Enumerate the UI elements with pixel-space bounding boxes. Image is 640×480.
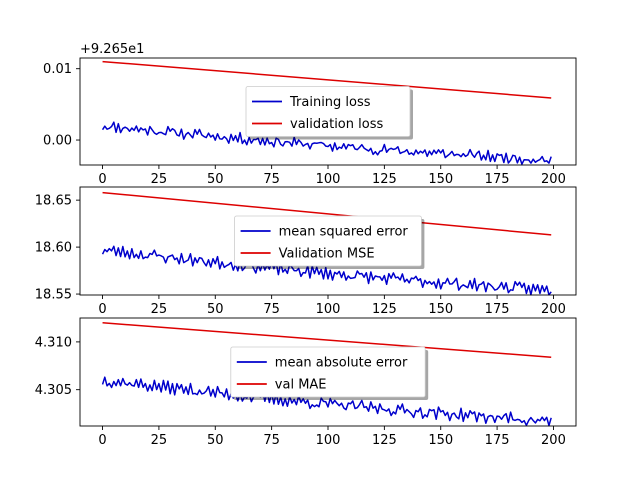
legend-label: validation loss bbox=[290, 117, 383, 132]
x-tick-label: 0 bbox=[98, 172, 106, 187]
legend-box bbox=[245, 86, 411, 137]
y-tick-label: 18.65 bbox=[35, 194, 72, 209]
x-tick-label: 75 bbox=[263, 302, 280, 317]
x-tick-label: 100 bbox=[316, 172, 341, 187]
x-tick-label: 0 bbox=[98, 433, 106, 448]
x-tick-label: 50 bbox=[207, 172, 224, 187]
x-tick-label: 175 bbox=[485, 433, 510, 448]
x-tick-label: 200 bbox=[541, 172, 566, 187]
legend-box bbox=[230, 346, 426, 398]
subplot-2: 0 25 50 75 100 125 150 175 200 18.55 18.60 18.65 mea… bbox=[35, 186, 577, 317]
x-tick-label: 25 bbox=[151, 172, 168, 187]
x-tick-label: 100 bbox=[316, 433, 341, 448]
series-line-1 bbox=[101, 245, 552, 296]
legend-box bbox=[234, 215, 422, 267]
x-tick-label: 25 bbox=[151, 433, 168, 448]
x-tick-label: 150 bbox=[428, 433, 453, 448]
y-tick-label: 0.01 bbox=[43, 62, 72, 77]
series-line-1 bbox=[101, 121, 552, 165]
x-tick-label: 150 bbox=[428, 172, 453, 187]
y-tick-label: 4.310 bbox=[35, 335, 72, 350]
legend-label: Training loss bbox=[289, 95, 371, 110]
subplot-1: 0 25 50 75 100 125 150 175 200 0.00 0.01 +9.265e1 Tr… bbox=[43, 42, 577, 187]
x-tick-label: 150 bbox=[428, 302, 453, 317]
x-tick-label: 75 bbox=[263, 433, 280, 448]
x-tick-label: 200 bbox=[541, 302, 566, 317]
series-line-1 bbox=[101, 376, 552, 427]
x-tick-label: 50 bbox=[207, 433, 224, 448]
x-tick-label: 50 bbox=[207, 302, 224, 317]
series-line-2 bbox=[102, 322, 552, 358]
x-tick-label: 175 bbox=[485, 302, 510, 317]
y-tick-label: 18.60 bbox=[35, 241, 72, 256]
legend-label: Validation MSE bbox=[279, 247, 375, 262]
y-tick-label: 0.00 bbox=[43, 134, 72, 149]
y-tick-label: 4.305 bbox=[35, 383, 72, 398]
x-tick-label: 125 bbox=[372, 172, 397, 187]
legend: Training loss validation loss bbox=[245, 86, 413, 140]
legend-label: val MAE bbox=[275, 378, 327, 393]
x-tick-label: 100 bbox=[316, 302, 341, 317]
legend: mean squared error Validation MSE bbox=[234, 215, 425, 269]
series-line-2 bbox=[102, 60, 552, 99]
legend-label: mean squared error bbox=[279, 225, 409, 240]
y-offset-label: +9.265e1 bbox=[80, 42, 144, 57]
series-line-2 bbox=[102, 191, 552, 236]
x-tick-label: 125 bbox=[372, 433, 397, 448]
x-tick-label: 0 bbox=[98, 302, 106, 317]
y-tick-label: 18.55 bbox=[35, 288, 72, 303]
x-tick-label: 200 bbox=[541, 433, 566, 448]
legend-label: mean absolute error bbox=[275, 356, 408, 371]
x-tick-label: 175 bbox=[485, 172, 510, 187]
x-tick-label: 125 bbox=[372, 302, 397, 317]
subplot-3: 0 25 50 75 100 125 150 175 200 4.305 4.310 mean abs… bbox=[35, 317, 577, 448]
legend: mean absolute error val MAE bbox=[230, 346, 429, 400]
x-tick-label: 75 bbox=[263, 172, 280, 187]
x-tick-label: 25 bbox=[151, 302, 168, 317]
